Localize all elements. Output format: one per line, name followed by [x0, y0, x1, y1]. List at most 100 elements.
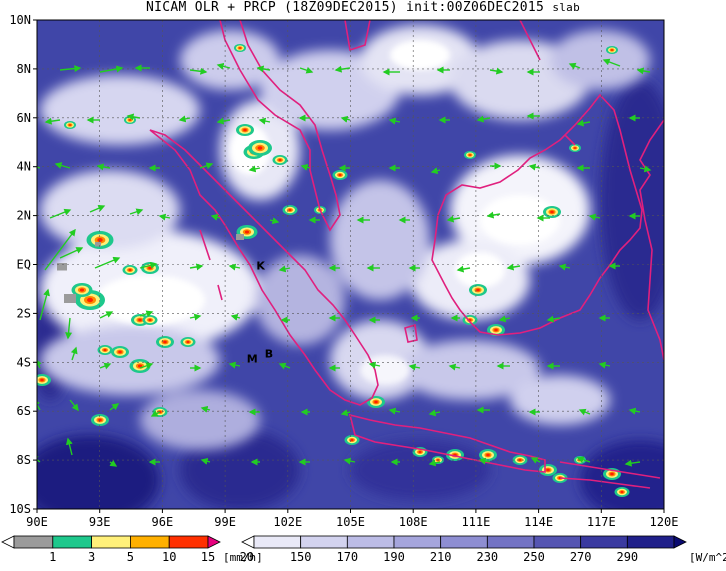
precip-cell-core: [138, 318, 142, 322]
wind-arrow: [448, 363, 461, 371]
wind-arrow: [299, 66, 314, 74]
lat-lon-grid: [37, 20, 664, 509]
lat-label: 2N: [17, 209, 31, 223]
wind-arrow: [54, 162, 71, 169]
precip-cell-core: [137, 364, 143, 368]
wind-arrow: [189, 263, 204, 271]
wind-arrow: [278, 362, 291, 370]
wind-arrow: [498, 315, 511, 323]
wind-arrow: [528, 163, 541, 171]
wind-arrow: [486, 211, 501, 219]
lon-label: 96E: [152, 515, 174, 529]
wind-arrow: [59, 65, 82, 73]
wind-vectors: [37, 58, 652, 467]
legend-value: 3: [88, 550, 95, 564]
lon-label: 117E: [587, 515, 616, 529]
olr-legend: 150 170 190 210 230 250 270 290 [W/m^2]: [241, 535, 726, 564]
wind-arrow: [228, 361, 241, 369]
olr-bright-cores: [95, 40, 560, 385]
legend-value: 230: [476, 550, 498, 564]
wind-arrow: [70, 346, 78, 361]
precip-cell-core: [68, 124, 72, 126]
wind-arrow: [65, 317, 73, 340]
coast-lesser-sunda: [559, 461, 661, 489]
wind-arrow: [456, 265, 471, 273]
title-tag: slab: [552, 1, 581, 14]
wind-arrow: [578, 408, 591, 416]
marker-k: K: [256, 259, 265, 272]
precip-cell-core: [257, 146, 263, 150]
title-main: NICAM OLR + PRCP (18Z09DEC2015) init:00Z…: [145, 0, 545, 15]
lon-label: 99E: [214, 515, 236, 529]
wind-arrow: [109, 459, 118, 467]
precip-cell-core: [244, 230, 250, 234]
lat-label: 10S: [9, 502, 31, 516]
wind-arrow: [99, 311, 114, 319]
lon-label: 90E: [26, 515, 48, 529]
wind-arrow: [96, 163, 111, 171]
lat-label: 4S: [17, 355, 31, 369]
wind-arrow: [37, 398, 41, 411]
wind-arrow: [588, 213, 601, 221]
wind-arrow: [428, 459, 441, 467]
wind-arrow: [476, 115, 491, 123]
wind-arrow: [602, 58, 621, 67]
legend-triangle-low: [241, 535, 255, 549]
wind-arrow: [200, 457, 211, 465]
wind-arrow: [489, 67, 504, 75]
wind-arrow: [65, 437, 73, 456]
legend-value: 190: [383, 550, 405, 564]
wind-arrow: [576, 119, 591, 127]
wind-arrow: [129, 208, 144, 216]
wind-arrow: [258, 117, 271, 125]
legend-swatch: [393, 535, 442, 549]
wind-arrow: [530, 457, 541, 464]
precip-cell-core: [518, 458, 522, 462]
wind-arrow: [189, 313, 202, 321]
precip-cell-core: [468, 154, 472, 156]
wind-arrow: [216, 62, 231, 70]
precipitation-cells: [37, 44, 630, 497]
legend-value: 15: [201, 550, 215, 564]
wind-arrow: [59, 247, 84, 259]
coast-sumatra: [149, 129, 379, 406]
wind-arrow: [37, 166, 41, 169]
wind-arrow: [126, 113, 141, 121]
wind-arrow: [558, 263, 571, 271]
wind-arrow: [99, 65, 124, 73]
legend-value: 150: [290, 550, 312, 564]
precip-cell-core: [418, 450, 422, 454]
precip-cell-core: [148, 266, 152, 270]
precip-cell-core: [186, 340, 190, 344]
coast-islands: [199, 20, 576, 343]
legend-value: 290: [616, 550, 638, 564]
wind-arrow: [139, 310, 154, 318]
precip-cell-core: [476, 288, 480, 292]
legend-triangle-high: [673, 535, 687, 549]
wind-arrow: [216, 117, 231, 125]
wind-arrow: [230, 313, 241, 321]
wind-arrow: [340, 115, 351, 123]
wind-arrow: [49, 208, 72, 219]
lat-label: 8N: [17, 62, 31, 76]
wind-arrow: [139, 261, 158, 269]
coast-java: [348, 413, 546, 473]
legend-triangle-low: [1, 535, 15, 549]
precip-cell-core: [278, 158, 282, 162]
wind-arrow: [388, 117, 401, 125]
precip-cell-core: [103, 348, 107, 352]
wind-arrow: [639, 165, 652, 173]
coast-borneo: [431, 93, 643, 336]
lat-label: 4N: [17, 160, 31, 174]
precip-cell-core: [238, 47, 242, 49]
legend-value: 270: [570, 550, 592, 564]
precip-cell-core: [128, 268, 132, 272]
legend-swatch: [486, 535, 535, 549]
legend-unit: [mm/h]: [223, 551, 263, 564]
precip-cell-core: [550, 210, 554, 214]
wind-arrow: [598, 361, 611, 369]
precip-cell-core: [610, 472, 614, 476]
legend-value: 170: [336, 550, 358, 564]
precip-cell-core: [40, 378, 44, 382]
